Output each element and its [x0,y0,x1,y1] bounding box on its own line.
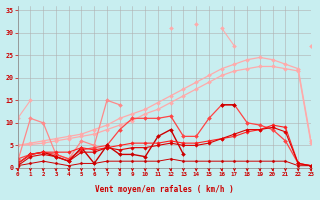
X-axis label: Vent moyen/en rafales ( km/h ): Vent moyen/en rafales ( km/h ) [95,185,234,194]
